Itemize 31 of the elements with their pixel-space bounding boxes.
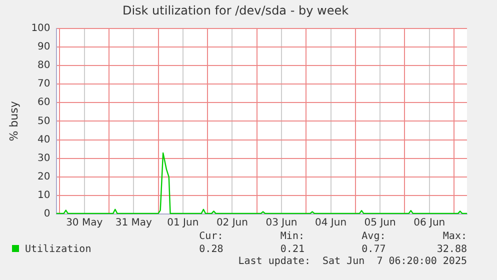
y-tick-label: 0 [44,208,50,220]
text: Cur: [198,231,224,242]
y-tick-label: 100 [31,22,50,34]
text: Max: [442,231,467,242]
y-tick-label: 20 [38,171,50,182]
legend-label: Utilization [24,244,92,255]
text: 32.88 [436,244,467,255]
y-tick-label: 40 [38,134,50,146]
text: 0.77 [360,244,386,255]
y-tick-label: 50 [38,116,50,127]
x-tick-label: 02 Jun [216,218,248,229]
y-tick-label: 80 [38,60,50,72]
y-tick-label: 10 [38,190,50,202]
x-tick-label: 06 Jun [414,218,446,229]
y-tick-label: 60 [38,97,50,108]
text: Avg: [360,231,386,242]
y-axis-title: % busy [7,100,20,142]
text: Min: [279,231,304,242]
x-tick-label: 04 Jun [315,218,347,229]
x-tick-label: 01 Jun [167,218,199,229]
x-tick-label: 05 Jun [364,218,396,229]
text: 0.21 [279,244,304,255]
y-tick-label: 30 [38,152,50,164]
x-tick-label: 31 May [115,218,152,229]
x-tick-label: 03 Jun [266,218,298,229]
text: 0.28 [198,244,224,255]
text: Last update: Sat Jun 7 06:20:00 2025 [237,256,467,269]
y-tick-label: 90 [38,42,50,53]
chart-title: Disk utilization for /dev/sda - by week [122,3,349,18]
x-tick-label: 30 May [66,218,103,229]
y-tick-label: 70 [38,78,50,90]
